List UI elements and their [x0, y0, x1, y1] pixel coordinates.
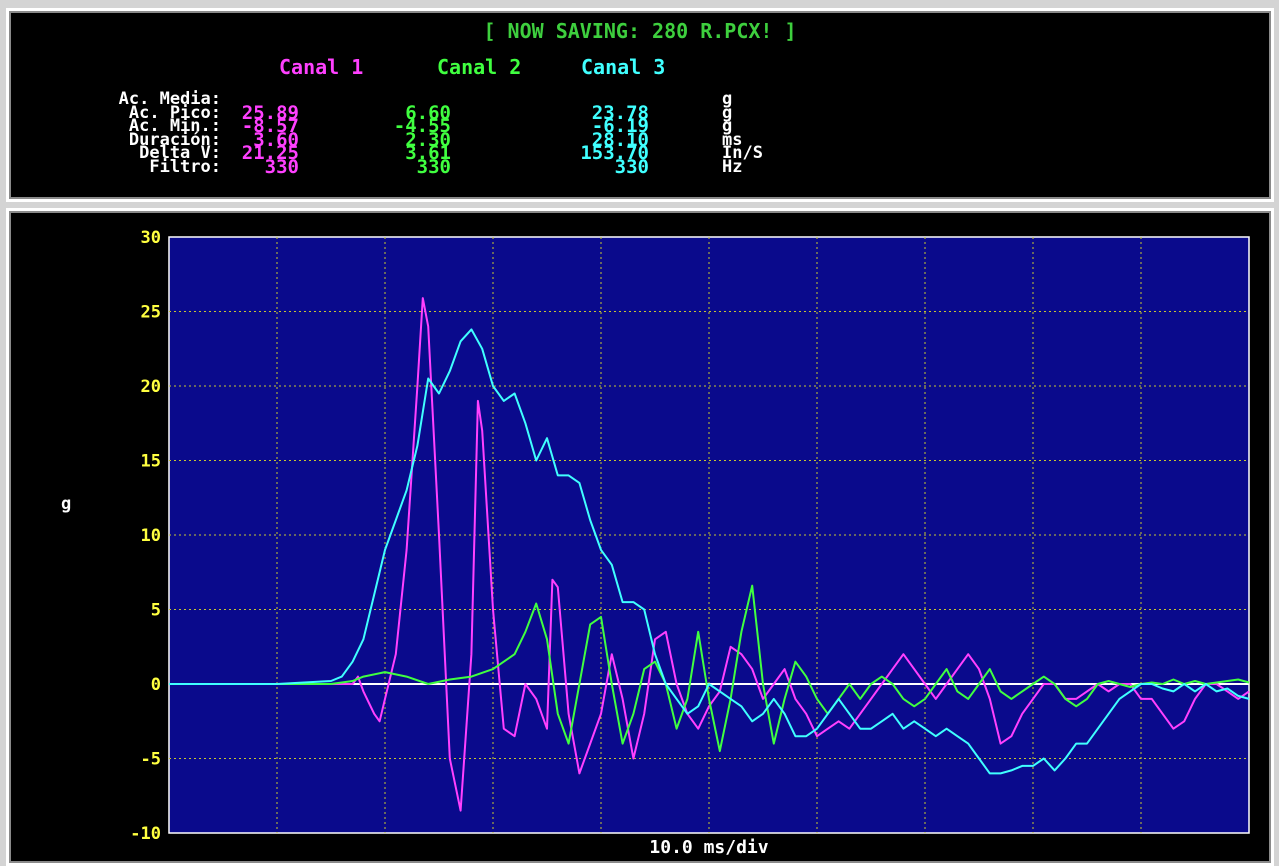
y-tick-label: 15 [141, 452, 161, 472]
canal3-value: 28.10 [591, 128, 649, 151]
stat-unit: In/S [722, 143, 763, 163]
canal2-value: -4.55 [393, 115, 451, 137]
series-line-canal-1 [169, 297, 1250, 812]
y-tick-label: 25 [141, 303, 161, 323]
canal3-value: 153.70 [580, 142, 649, 164]
chart-panel: 30 25 20 15 10 5 0 -5 -10 g 10.0 ms/div [6, 208, 1274, 866]
canal1-value: 21.25 [241, 142, 299, 164]
stat-label: Ac. Min.: [128, 116, 221, 136]
canal3-value: -6.19 [591, 115, 649, 137]
channel-header-1: Canal 1 [279, 55, 364, 79]
acceleration-chart: 30 25 20 15 10 5 0 -5 -10 g 10.0 ms/div [61, 228, 1250, 858]
y-tick-label: -5 [141, 750, 161, 770]
canal3-value: 23.78 [591, 101, 649, 124]
canal1-value: 330 [264, 155, 299, 178]
y-tick-label: 0 [151, 675, 161, 695]
y-tick-label: 20 [141, 377, 161, 397]
canal2-value: 3.61 [405, 142, 451, 164]
stat-label: Delta V: [139, 143, 221, 163]
stat-label: Ac. Pico: [128, 102, 221, 123]
stat-unit: ms [722, 129, 743, 150]
canal2-value: 6.60 [405, 101, 451, 124]
y-tick-label: -10 [130, 824, 161, 844]
canal1-value: -8.57 [241, 115, 299, 137]
y-axis-label: g [61, 494, 71, 514]
stat-label: Duración: [128, 129, 221, 150]
stat-unit: Hz [722, 156, 743, 177]
y-tick-label: 5 [151, 601, 161, 621]
y-tick-label: 10 [141, 526, 161, 546]
canal2-value: 330 [416, 155, 451, 178]
canal1-value: 25.89 [241, 101, 299, 124]
canal3-value: 330 [614, 155, 649, 178]
stat-label: Filtro: [149, 156, 221, 177]
stat-unit: g [722, 89, 733, 109]
x-axis-label: 10.0 ms/div [649, 837, 768, 858]
channel-header-2: Canal 2 [437, 55, 522, 79]
series-line-canal-2 [169, 584, 1250, 753]
stat-label: Ac. Media: [118, 89, 221, 109]
stat-unit: g [722, 116, 733, 136]
canal1-value: 3.60 [253, 128, 299, 151]
saving-title: [ NOW SAVING: 280 R.PCX! ] [483, 19, 797, 43]
series-line-canal-3 [169, 328, 1250, 775]
canal2-value: 2.30 [405, 128, 451, 151]
stat-unit: g [722, 102, 733, 123]
channel-header-3: Canal 3 [581, 55, 666, 79]
y-tick-label: 30 [141, 228, 161, 248]
stats-panel: [ NOW SAVING: 280 R.PCX! ] Canal 1 Canal… [6, 8, 1274, 202]
